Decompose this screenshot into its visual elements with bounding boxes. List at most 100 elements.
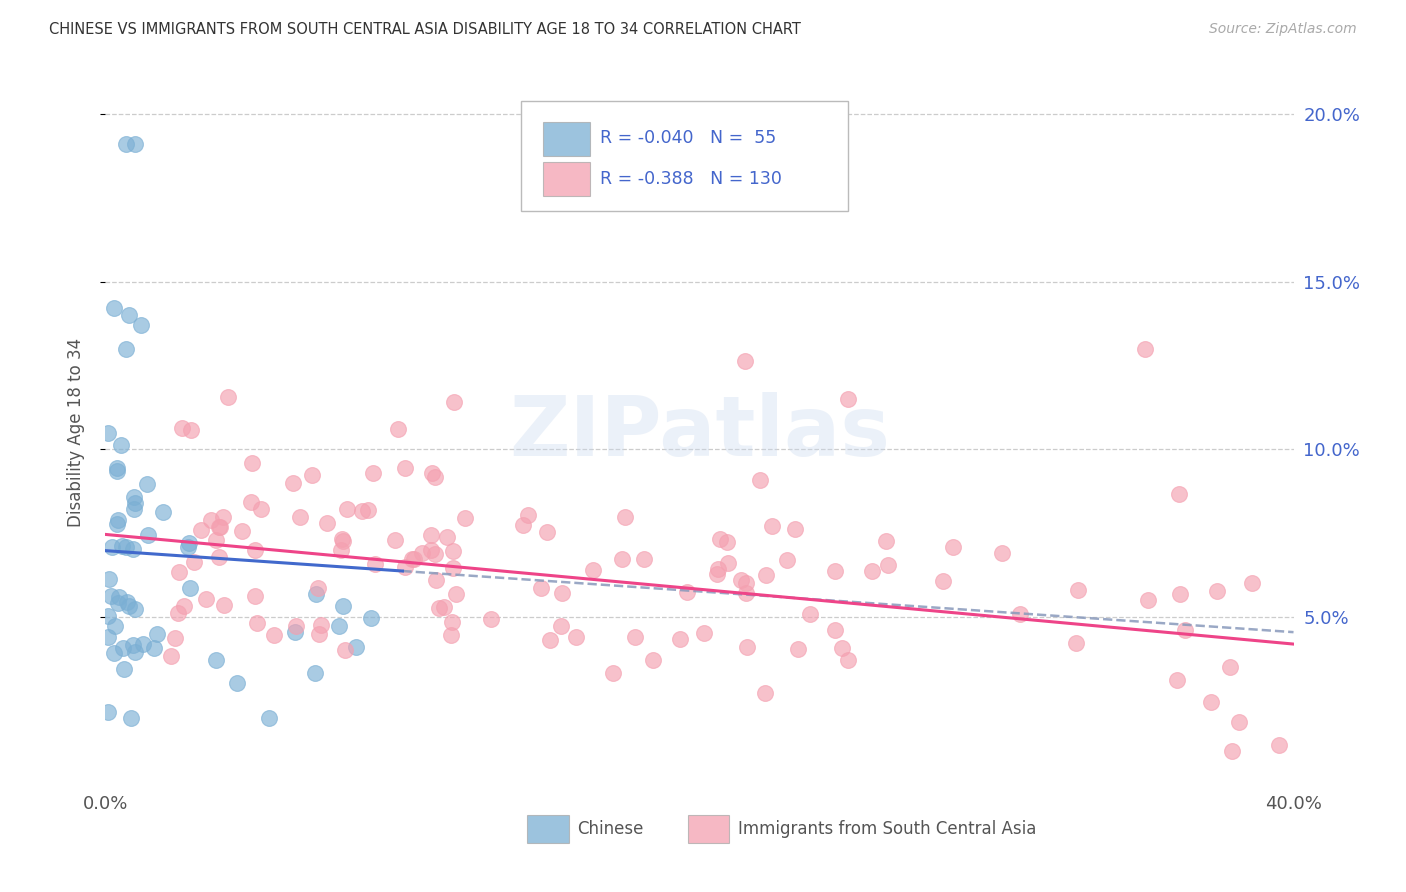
Point [105,460,128,475]
Point [97,426,120,441]
Point [284,619,307,633]
Point [707,562,730,576]
Point [165,631,187,645]
Point [350,504,373,518]
Point [990,546,1012,560]
Point [246,616,269,631]
Point [536,525,558,540]
Point [564,630,586,644]
Point [307,581,329,595]
Point [328,619,350,633]
Point [121,638,143,652]
Point [124,602,146,616]
Point [512,518,534,533]
Point [344,640,367,654]
Point [97,609,120,624]
Point [425,573,447,587]
Point [1267,738,1289,752]
Point [824,624,846,638]
Point [1133,342,1156,356]
Point [195,591,218,606]
Point [167,606,190,620]
Point [111,641,134,656]
Point [304,666,326,681]
Point [245,589,267,603]
Point [716,556,738,570]
Point [444,587,467,601]
Point [124,490,146,504]
Point [735,586,758,600]
Point [179,581,201,595]
Point [231,524,253,539]
Point [135,476,157,491]
Point [387,422,409,436]
Point [284,624,307,639]
Point [122,541,145,556]
Point [100,589,122,603]
Point [112,662,135,676]
Point [786,642,808,657]
Point [441,544,464,558]
Point [735,640,758,655]
Point [290,510,312,524]
Point [118,599,141,614]
Y-axis label: Disability Age 18 to 34: Disability Age 18 to 34 [66,338,84,527]
Point [582,563,605,577]
Point [160,649,183,664]
Point [115,136,138,151]
Point [190,523,212,537]
Point [441,561,464,575]
FancyBboxPatch shape [522,102,848,211]
Text: ZIPatlas: ZIPatlas [509,392,890,473]
Point [250,502,273,516]
FancyBboxPatch shape [527,814,569,843]
Point [730,573,752,587]
Point [394,461,416,475]
Point [427,601,450,615]
Point [516,508,538,523]
Point [105,464,128,478]
Point [226,676,249,690]
Point [316,516,339,531]
Point [1008,607,1031,621]
Point [706,567,728,582]
Point [837,652,859,666]
Point [107,513,129,527]
Point [1199,694,1222,708]
Point [335,643,357,657]
Point [538,633,561,648]
Point [433,599,456,614]
Text: R = -0.040   N =  55: R = -0.040 N = 55 [600,129,776,147]
Point [200,513,222,527]
Point [1240,575,1263,590]
Point [1168,587,1191,601]
Point [364,557,387,571]
Point [384,533,406,548]
Point [114,540,136,554]
Point [177,540,200,554]
Point [748,473,770,487]
Text: CHINESE VS IMMIGRANTS FROM SOUTH CENTRAL ASIA DISABILITY AGE 18 TO 34 CORRELATIO: CHINESE VS IMMIGRANTS FROM SOUTH CENTRAL… [49,22,801,37]
Point [146,627,169,641]
Point [1064,636,1087,650]
Point [1174,624,1197,638]
Text: Chinese: Chinese [576,820,644,838]
Point [669,632,692,647]
Point [263,627,285,641]
Point [401,552,423,566]
Point [423,547,446,561]
Point [735,576,758,591]
FancyBboxPatch shape [543,162,591,196]
Point [115,595,138,609]
Point [550,619,572,633]
Point [932,574,955,588]
Point [143,640,166,655]
Point [103,619,125,633]
Point [837,392,859,406]
Point [1168,486,1191,500]
Point [132,637,155,651]
Point [101,540,124,554]
Point [602,665,624,680]
Point [361,466,384,480]
Point [97,572,120,586]
